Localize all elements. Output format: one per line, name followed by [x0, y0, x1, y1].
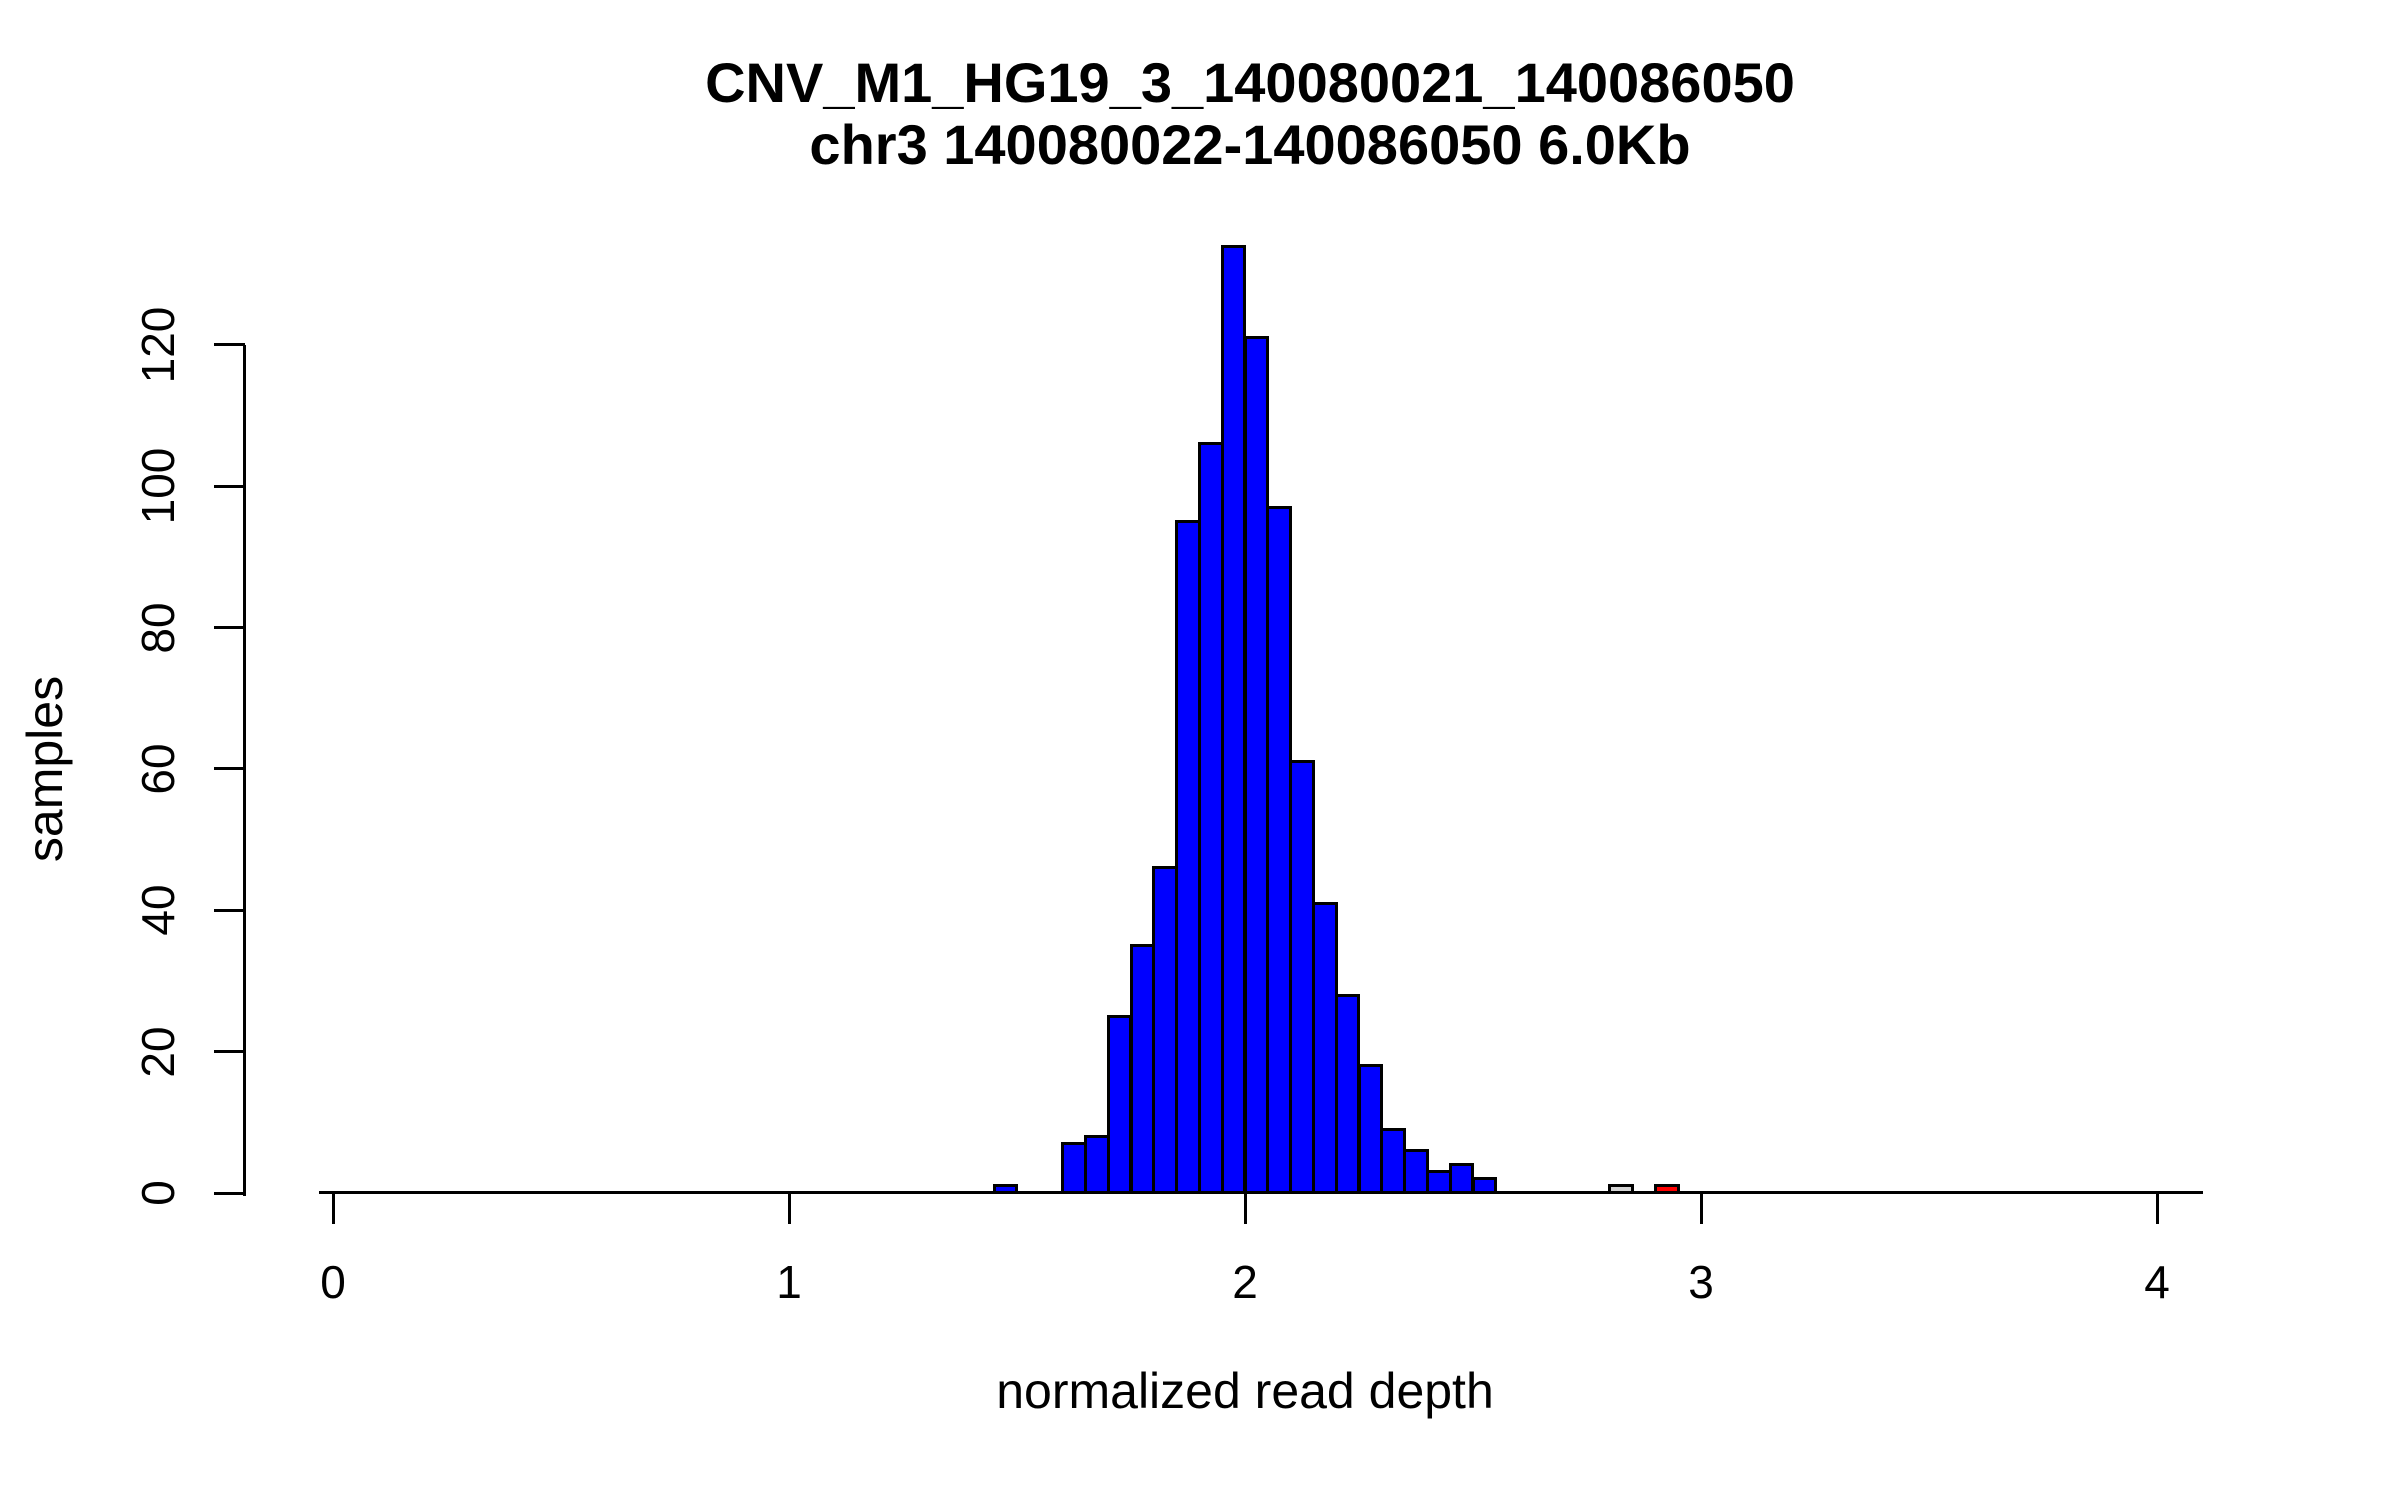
x-tick — [2155, 1193, 2159, 1224]
x-tick — [787, 1193, 791, 1224]
y-tick — [214, 767, 245, 771]
x-axis-label: normalized read depth — [996, 1363, 1494, 1419]
y-axis-label: samples — [17, 675, 73, 863]
y-tick — [214, 1050, 245, 1054]
chart-subtitle: chr3 140080022-140086050 6.0Kb — [809, 113, 1691, 176]
x-tick-label: 0 — [320, 1256, 346, 1308]
chart-title: CNV_M1_HG19_3_140080021_140086050 — [705, 51, 1795, 114]
y-tick — [214, 1191, 245, 1195]
y-tick — [214, 484, 245, 488]
histogram-bar — [1289, 760, 1315, 1195]
x-tick — [331, 1193, 335, 1224]
y-axis-line — [243, 345, 246, 1196]
y-tick — [214, 343, 245, 347]
x-tick-label: 1 — [776, 1256, 802, 1308]
x-tick-label: 4 — [2144, 1256, 2170, 1308]
x-tick — [1699, 1193, 1703, 1224]
x-axis-line — [319, 1191, 2203, 1194]
y-tick-label: 120 — [132, 306, 184, 384]
y-tick — [214, 908, 245, 912]
x-tick-label: 2 — [1232, 1256, 1258, 1308]
chart-title-block: CNV_M1_HG19_3_140080021_140086050 chr3 1… — [350, 52, 2150, 176]
x-tick-label: 3 — [1688, 1256, 1714, 1308]
x-tick — [1243, 1193, 1247, 1224]
y-tick — [214, 626, 245, 630]
histogram-bar — [1380, 1127, 1407, 1195]
histogram-bar — [1357, 1064, 1384, 1195]
